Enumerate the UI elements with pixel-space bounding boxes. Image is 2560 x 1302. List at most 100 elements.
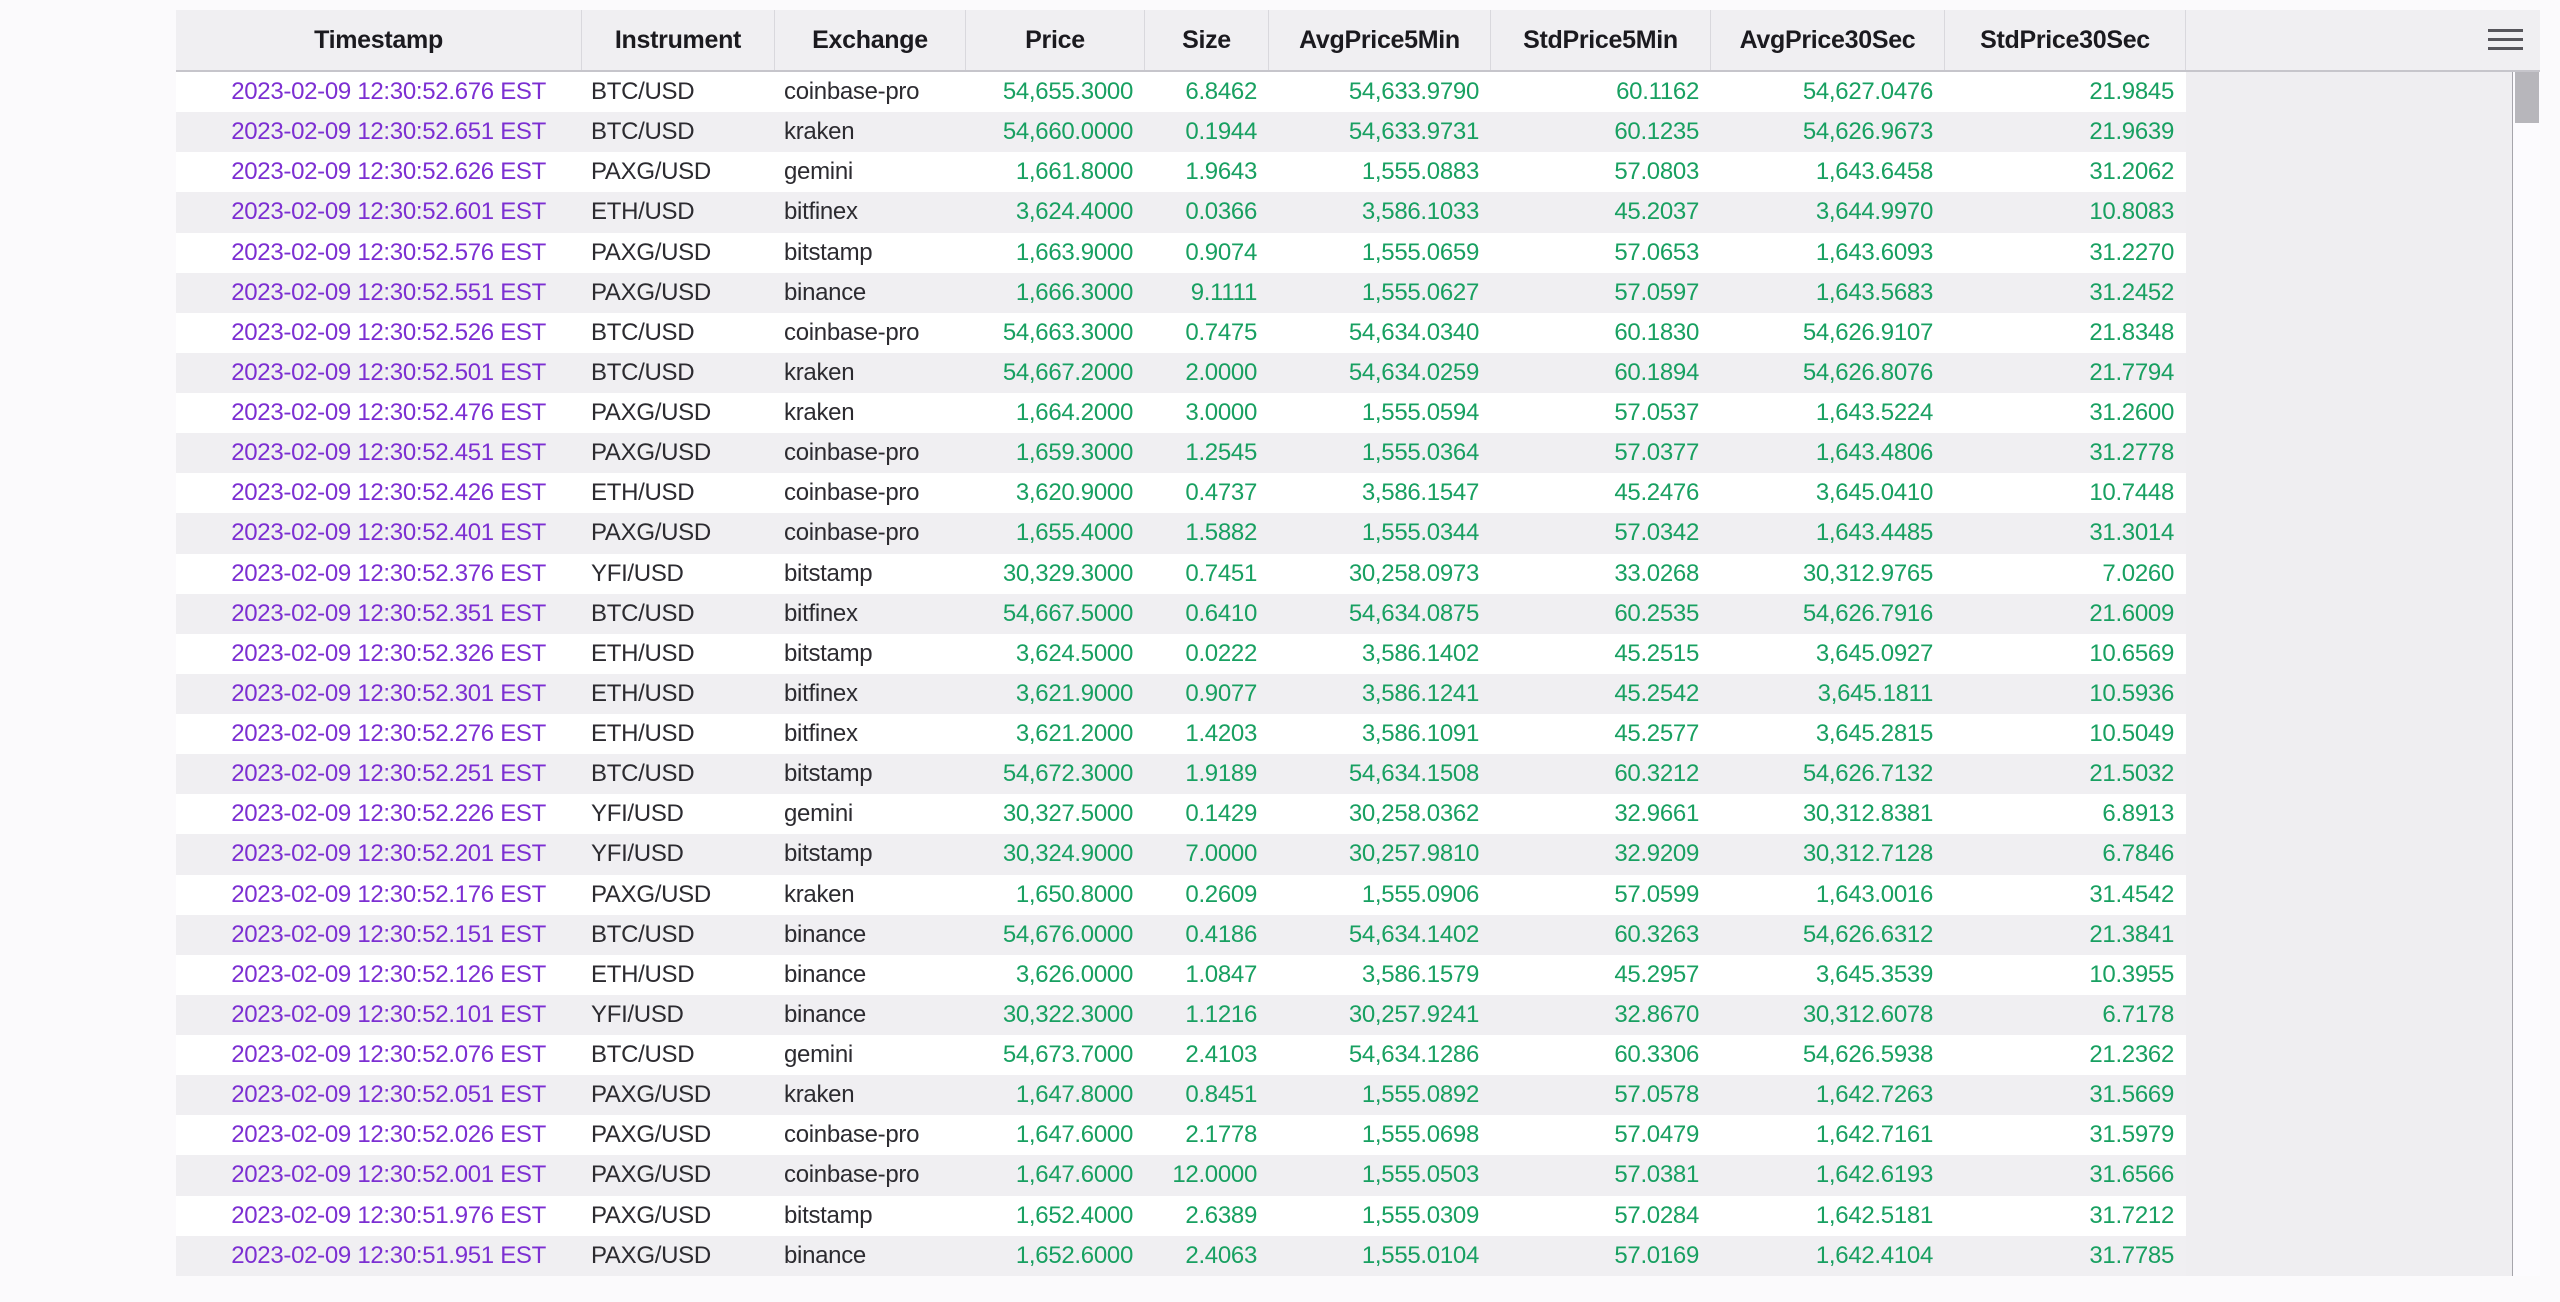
cell-avgprice30sec: 3,645.0410 [1815, 479, 1933, 507]
cell-exchange: coinbase-pro [784, 318, 920, 346]
cell-avgprice30sec: 1,643.0016 [1815, 880, 1933, 908]
cell-avgprice5min: 54,633.9731 [1348, 118, 1479, 146]
cell-exchange: binance [784, 960, 866, 988]
cell-avgprice5min: 1,555.0309 [1361, 1201, 1479, 1229]
table-row: 2023-02-09 12:30:52.451 EST PAXG/USD coi… [176, 433, 2186, 474]
cell-avgprice5min: 54,633.9790 [1348, 78, 1479, 105]
cell-stdprice30sec: 21.9639 [2089, 118, 2174, 146]
column-header-timestamp[interactable]: Timestamp [176, 10, 582, 70]
cell-avgprice30sec: 54,626.8076 [1802, 358, 1933, 386]
cell-size: 0.9074 [1185, 238, 1257, 266]
cell-stdprice5min: 57.0578 [1614, 1081, 1699, 1109]
cell-price: 54,655.3000 [1002, 78, 1133, 105]
cell-price: 54,667.2000 [1002, 358, 1133, 386]
cell-exchange: bitfinex [784, 198, 858, 226]
column-header-size[interactable]: Size [1145, 10, 1269, 70]
cell-stdprice30sec: 31.2270 [2089, 238, 2174, 266]
column-header-exchange[interactable]: Exchange [775, 10, 966, 70]
cell-stdprice30sec: 10.7448 [2089, 479, 2174, 507]
cell-instrument: BTC/USD [591, 920, 695, 948]
cell-price: 30,329.3000 [1002, 559, 1133, 587]
cell-avgprice5min: 30,257.9241 [1348, 1000, 1479, 1028]
cell-size: 1.9643 [1185, 158, 1257, 186]
cell-stdprice5min: 32.8670 [1614, 1000, 1699, 1028]
table-row: 2023-02-09 12:30:52.551 EST PAXG/USD bin… [176, 272, 2186, 313]
cell-stdprice30sec: 21.7794 [2089, 358, 2174, 386]
column-header-price[interactable]: Price [966, 10, 1145, 70]
cell-price: 54,667.5000 [1002, 599, 1133, 627]
cell-size: 0.2609 [1185, 880, 1257, 908]
table-row: 2023-02-09 12:30:52.626 EST PAXG/USD gem… [176, 152, 2186, 193]
cell-size: 0.1429 [1185, 800, 1257, 828]
column-header-stdprice5min[interactable]: StdPrice5Min [1491, 10, 1711, 70]
cell-timestamp: 2023-02-09 12:30:52.151 EST [231, 920, 546, 948]
cell-avgprice30sec: 3,645.1811 [1817, 679, 1934, 707]
cell-exchange: coinbase-pro [784, 519, 920, 547]
column-header-stdprice30sec[interactable]: StdPrice30Sec [1945, 10, 2186, 70]
cell-stdprice30sec: 31.7212 [2089, 1201, 2174, 1229]
cell-size: 0.7475 [1185, 318, 1257, 346]
cell-stdprice5min: 60.2535 [1614, 599, 1699, 627]
cell-exchange: bitstamp [784, 238, 873, 266]
cell-timestamp: 2023-02-09 12:30:52.351 EST [231, 599, 546, 627]
scrollbar-thumb[interactable] [2515, 72, 2539, 123]
cell-price: 54,663.3000 [1002, 318, 1133, 346]
column-header-avgprice30sec[interactable]: AvgPrice30Sec [1711, 10, 1945, 70]
cell-stdprice30sec: 31.5669 [2089, 1081, 2174, 1109]
cell-size: 1.4203 [1185, 720, 1257, 747]
cell-avgprice5min: 1,555.0906 [1361, 880, 1479, 908]
cell-timestamp: 2023-02-09 12:30:52.551 EST [231, 278, 546, 306]
cell-exchange: kraken [784, 880, 855, 908]
table-rows: 2023-02-09 12:30:52.676 EST BTC/USD coin… [176, 72, 2186, 1276]
cell-exchange: bitstamp [784, 760, 873, 788]
cell-avgprice5min: 54,634.1508 [1348, 760, 1479, 788]
cell-stdprice30sec: 31.2600 [2089, 399, 2174, 426]
cell-instrument: BTC/USD [591, 760, 695, 788]
cell-stdprice5min: 57.0599 [1614, 880, 1699, 908]
cell-timestamp: 2023-02-09 12:30:52.326 EST [231, 639, 546, 667]
cell-stdprice5min: 57.0597 [1614, 278, 1699, 306]
cell-timestamp: 2023-02-09 12:30:51.951 EST [231, 1241, 546, 1269]
cell-timestamp: 2023-02-09 12:30:52.526 EST [231, 318, 546, 346]
cell-timestamp: 2023-02-09 12:30:52.601 EST [231, 198, 546, 226]
cell-size: 0.4737 [1185, 479, 1257, 507]
cell-avgprice30sec: 1,643.4806 [1815, 439, 1933, 467]
cell-instrument: ETH/USD [591, 479, 695, 507]
cell-stdprice5min: 45.2957 [1614, 960, 1699, 988]
cell-avgprice30sec: 1,642.7263 [1815, 1081, 1933, 1109]
cell-timestamp: 2023-02-09 12:30:52.451 EST [231, 439, 546, 467]
vertical-scrollbar[interactable] [2512, 72, 2540, 1276]
cell-avgprice30sec: 1,643.5224 [1815, 399, 1933, 426]
cell-exchange: binance [784, 920, 866, 948]
cell-stdprice5min: 57.0381 [1614, 1161, 1699, 1189]
cell-avgprice30sec: 1,643.4485 [1815, 519, 1933, 547]
cell-stdprice5min: 45.2542 [1614, 679, 1699, 707]
cell-price: 1,652.6000 [1015, 1241, 1133, 1269]
cell-stdprice5min: 60.1830 [1614, 318, 1699, 346]
cell-avgprice30sec: 1,642.4104 [1815, 1241, 1933, 1269]
cell-avgprice30sec: 3,645.0927 [1815, 639, 1933, 667]
cell-stdprice5min: 60.1235 [1614, 118, 1699, 146]
cell-avgprice5min: 1,555.0698 [1361, 1121, 1479, 1149]
cell-stdprice5min: 57.0479 [1614, 1121, 1699, 1149]
cell-price: 1,647.6000 [1015, 1121, 1133, 1149]
cell-size: 2.1778 [1185, 1121, 1257, 1149]
cell-timestamp: 2023-02-09 12:30:52.176 EST [231, 880, 546, 908]
column-header-avgprice5min[interactable]: AvgPrice5Min [1269, 10, 1491, 70]
cell-stdprice5min: 57.0169 [1614, 1241, 1699, 1269]
table-row: 2023-02-09 12:30:52.051 EST PAXG/USD kra… [176, 1075, 2186, 1116]
column-header-instrument[interactable]: Instrument [582, 10, 775, 70]
cell-timestamp: 2023-02-09 12:30:52.401 EST [231, 519, 546, 547]
cell-exchange: coinbase-pro [784, 439, 920, 467]
cell-instrument: YFI/USD [591, 800, 684, 828]
cell-avgprice30sec: 54,626.5938 [1802, 1041, 1933, 1068]
cell-exchange: bitstamp [784, 840, 873, 868]
table-row: 2023-02-09 12:30:52.201 EST YFI/USD bits… [176, 834, 2186, 875]
table-row: 2023-02-09 12:30:52.276 EST ETH/USD bitf… [176, 714, 2186, 755]
cell-avgprice30sec: 54,626.9673 [1802, 118, 1933, 146]
cell-price: 54,672.3000 [1002, 760, 1133, 788]
cell-timestamp: 2023-02-09 12:30:51.976 EST [231, 1201, 546, 1229]
cell-size: 1.5882 [1185, 519, 1257, 547]
hamburger-menu-icon[interactable] [2488, 29, 2523, 50]
cell-instrument: YFI/USD [591, 559, 684, 587]
